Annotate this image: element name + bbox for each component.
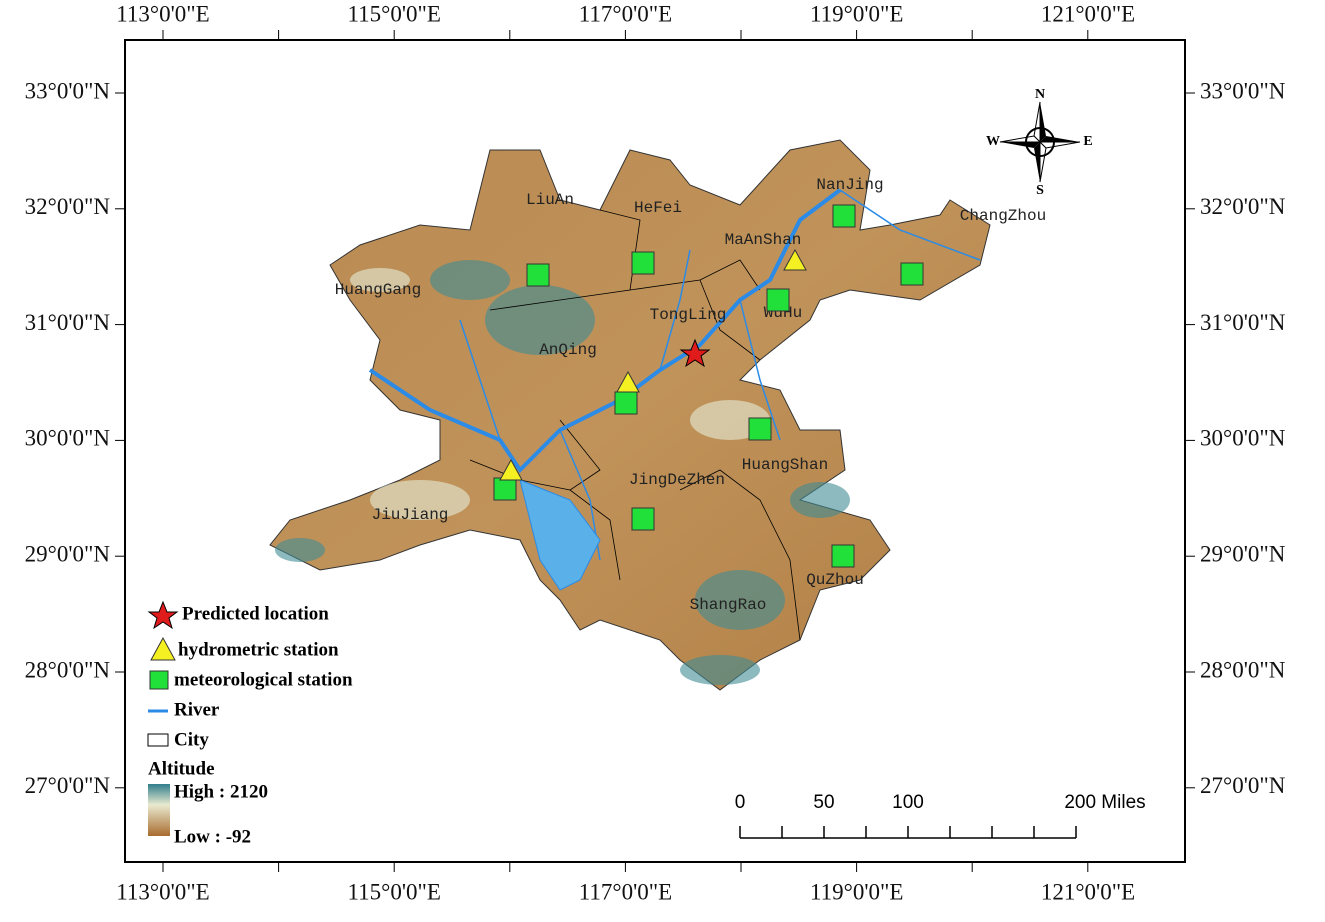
legend-label: River [174, 699, 220, 720]
legend-label: hydrometric station [178, 639, 339, 660]
lon-label: 113°0'0"E [116, 879, 209, 904]
city-label: LiuAn [526, 191, 574, 209]
legend-label: Predicted location [182, 603, 329, 624]
lat-label: 28°0'0"N [25, 657, 111, 682]
lon-label: 119°0'0"E [810, 1, 903, 26]
city-label: HuangShan [742, 456, 828, 474]
legend-label: City [174, 729, 209, 750]
lat-label: 27°0'0"N [1200, 773, 1286, 798]
city-label: TongLing [650, 306, 727, 324]
scale-bar: 0 50 100 200 Miles [735, 792, 1146, 839]
lat-label: 27°0'0"N [25, 773, 111, 798]
scale-label: 200 Miles [1064, 792, 1145, 813]
city-label: AnQing [539, 341, 597, 359]
compass-e: E [1083, 134, 1092, 149]
highlands [275, 260, 850, 685]
lat-label: 31°0'0"N [25, 310, 111, 335]
lat-label: 30°0'0"N [1200, 426, 1286, 451]
legend-label: Altitude [148, 758, 215, 779]
scale-label: 0 [735, 792, 746, 813]
city-label: HuangGang [335, 281, 421, 299]
meteorological-stations [493, 204, 924, 568]
hydrometric-stations [499, 248, 807, 481]
ticks: 113°0'0"E 115°0'0"E 117°0'0"E 119°0'0"E 121°… [25, 1, 1286, 904]
lon-label: 119°0'0"E [810, 879, 903, 904]
lat-label: 32°0'0"N [25, 194, 111, 219]
city-label: NanJing [816, 176, 883, 194]
lat-label: 31°0'0"N [1200, 310, 1286, 335]
lat-label: 29°0'0"N [1200, 541, 1286, 566]
lat-label: 33°0'0"N [1200, 78, 1286, 103]
legend-label: High : 2120 [174, 781, 268, 802]
city-label: JiuJiang [372, 506, 449, 524]
lon-label: 117°0'0"E [579, 879, 672, 904]
predicted-star [679, 338, 711, 368]
city-labels: LiuAn HeFei NanJing ChangZhou MaAnShan H… [335, 176, 1046, 614]
scale-label: 100 [892, 792, 924, 813]
lon-label: 113°0'0"E [116, 1, 209, 26]
lat-label: 28°0'0"N [1200, 657, 1286, 682]
legend: Predicted location hydrometric station m… [147, 600, 353, 847]
city-label: HeFei [634, 199, 682, 217]
legend-label: Low : -92 [174, 826, 251, 847]
lat-label: 33°0'0"N [25, 78, 111, 103]
city-label: QuZhou [806, 571, 864, 589]
city-label: MaAnShan [725, 231, 802, 249]
compass: N S E W [986, 87, 1093, 198]
lake [519, 479, 601, 591]
lon-label: 117°0'0"E [579, 1, 672, 26]
city-label: ShangRao [690, 596, 767, 614]
lon-label: 121°0'0"E [1041, 1, 1135, 26]
lat-label: 32°0'0"N [1200, 194, 1286, 219]
city-label: JingDeZhen [629, 471, 725, 489]
compass-n: N [1035, 87, 1045, 102]
city-borders [469, 209, 801, 641]
lon-label: 115°0'0"E [348, 1, 441, 26]
lon-label: 121°0'0"E [1041, 879, 1135, 904]
tributaries [459, 189, 981, 561]
legend-label: meteorological station [174, 669, 353, 690]
scale-label: 50 [813, 792, 834, 813]
compass-s: S [1036, 183, 1044, 198]
lon-label: 115°0'0"E [348, 879, 441, 904]
lat-label: 29°0'0"N [25, 541, 111, 566]
lat-label: 30°0'0"N [25, 426, 111, 451]
rivers [368, 188, 842, 474]
compass-w: W [986, 134, 1000, 149]
city-label: ChangZhou [960, 207, 1046, 225]
